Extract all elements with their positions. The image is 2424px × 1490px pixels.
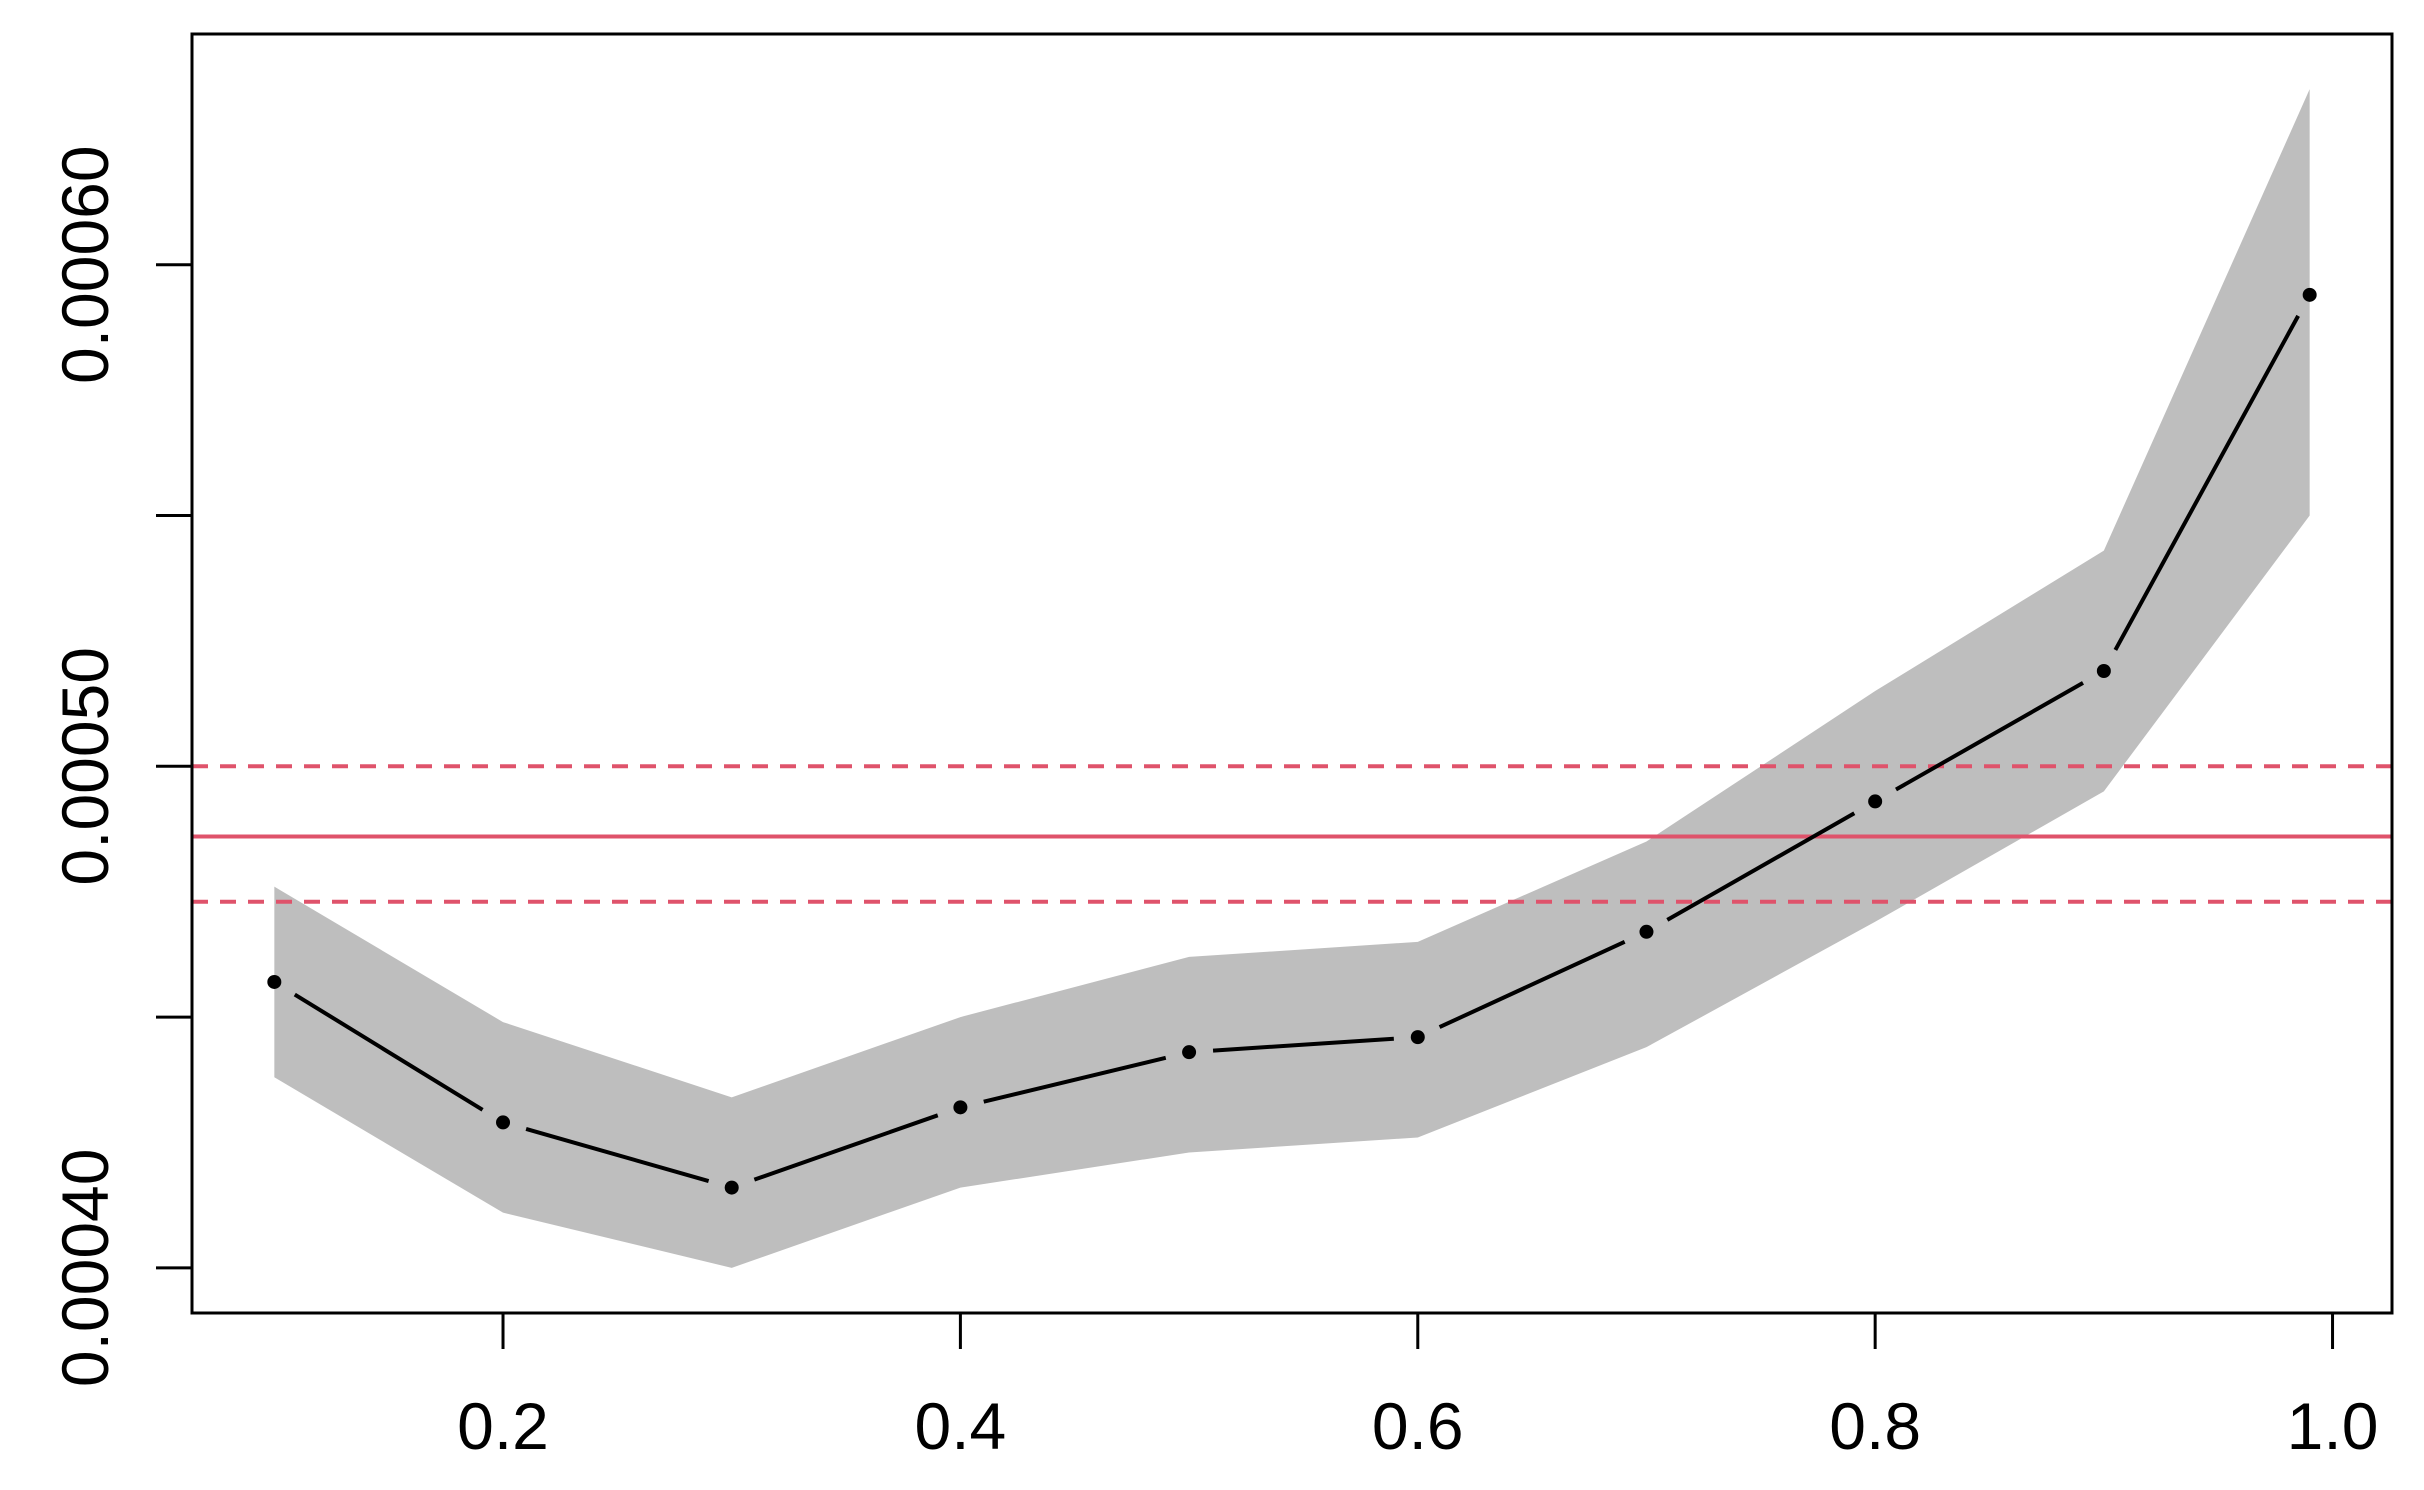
data-point (1410, 1030, 1425, 1045)
x-tick-label: 0.4 (915, 1389, 1007, 1463)
series-line-segment (753, 1113, 939, 1182)
data-point (1639, 924, 1654, 939)
x-tick-label: 0.2 (457, 1389, 549, 1463)
x-tick-label: 1.0 (2287, 1389, 2379, 1463)
series-line-segment (293, 992, 484, 1112)
y-tick-label: 0.00040 (48, 1149, 122, 1388)
data-point (1182, 1045, 1197, 1060)
data-point (2302, 287, 2317, 302)
x-tick-label: 0.8 (1829, 1389, 1921, 1463)
data-point (267, 974, 282, 989)
series-line-segment (525, 1127, 710, 1183)
data-point (1868, 794, 1883, 809)
data-point (724, 1180, 739, 1195)
y-axis: 0.00040 0.00050 0.00060 (48, 145, 194, 1388)
reference-lines-layer (192, 764, 2392, 904)
confidence-band-layer (274, 89, 2310, 1268)
series-layer (267, 287, 2317, 1195)
series-line-segment (1438, 940, 1626, 1029)
series-line-segment (1895, 681, 2084, 792)
x-axis: 0.2 0.4 0.6 0.8 1.0 (457, 1311, 2379, 1463)
confidence-band (274, 89, 2310, 1268)
series-line-segment (983, 1055, 1167, 1104)
data-point (953, 1100, 968, 1115)
series-line-segment (1212, 1036, 1394, 1053)
series-line-segment (1666, 811, 1856, 922)
y-tick-label: 0.00060 (48, 145, 122, 384)
data-point (496, 1115, 511, 1130)
data-point (2096, 663, 2111, 678)
series-line-segment (2113, 314, 2300, 651)
y-tick-label: 0.00050 (48, 647, 122, 886)
x-tick-label: 0.6 (1372, 1389, 1464, 1463)
